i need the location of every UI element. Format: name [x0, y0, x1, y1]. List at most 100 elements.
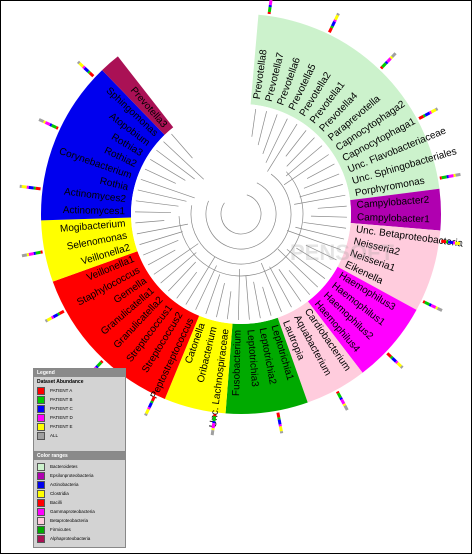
- abundance-bar: [333, 19, 337, 23]
- color-range-label: Bacilli: [50, 500, 62, 505]
- abundance-bar: [99, 359, 104, 364]
- abundance-bar: [424, 300, 431, 306]
- abundance-bar: [276, 412, 281, 418]
- color-range-label: Bacteroidetes: [50, 464, 78, 469]
- abundance-bar: [55, 126, 59, 130]
- abundance-bar: [57, 312, 61, 316]
- clade-sector-firmicutes: [225, 317, 308, 414]
- abundance-bar: [150, 400, 154, 404]
- tree-center-disk: [131, 104, 351, 324]
- abundance-bar: [389, 55, 394, 60]
- abundance-legend: Legend Dataset Abundance PATIENT A PATIEN…: [33, 368, 126, 462]
- color-range-swatch: [37, 462, 45, 471]
- abundance-bar: [210, 429, 215, 436]
- legend-label: PATIENT C: [50, 406, 73, 411]
- abundance-bar: [28, 185, 34, 190]
- clade-sector-epsilonproteobacteria: [350, 188, 441, 231]
- abundance-bar: [58, 309, 65, 315]
- abundance-bar: [428, 110, 433, 115]
- abundance-bar: [95, 365, 99, 369]
- abundance-bar: [391, 357, 398, 363]
- abundance-bar: [396, 361, 403, 368]
- legend-title: Legend: [34, 369, 125, 377]
- abundance-bar: [422, 113, 426, 118]
- abundance-bar: [435, 107, 439, 111]
- abundance-bar: [343, 404, 349, 411]
- abundance-bar: [268, 0, 273, 6]
- clade-sector-betaproteobacteria: [337, 223, 441, 310]
- leaf-label: Campylobacter2: [356, 195, 430, 211]
- abundance-bar: [96, 361, 103, 368]
- color-range-label: Firmicutes: [50, 527, 71, 532]
- color-ranges-legend: Color ranges Bacteroidetes Epsilonproteob…: [33, 451, 126, 548]
- abundance-bar: [436, 307, 443, 312]
- legend-swatch: [37, 413, 45, 422]
- legend-label: PATIENT D: [50, 415, 73, 420]
- abundance-bar: [334, 14, 339, 21]
- legend-row: PATIENT A: [34, 386, 125, 395]
- abundance-bar: [50, 315, 55, 320]
- abundance-bar: [342, 403, 347, 407]
- legend-swatch: [37, 422, 45, 431]
- color-range-swatch: [37, 471, 45, 480]
- color-range-label: Gammaproteobacteria: [50, 509, 95, 514]
- abundance-bar: [35, 186, 41, 191]
- abundance-bar: [211, 423, 216, 429]
- abundance-bar: [44, 121, 51, 126]
- abundance-bar: [330, 25, 334, 29]
- abundance-bar: [46, 316, 53, 322]
- clade-sector-alphaproteobacteria: [102, 56, 174, 135]
- color-range-label: Betaproteobacteria: [50, 518, 89, 523]
- abundance-bar: [386, 352, 392, 358]
- clade-sector-clostridia: [164, 315, 233, 414]
- abundance-bar: [49, 123, 53, 127]
- legend-label: PATIENT E: [50, 424, 73, 429]
- abundance-bar: [277, 419, 282, 425]
- leaf-label: Mogibacterium: [60, 218, 126, 234]
- abundance-bar: [150, 395, 156, 402]
- abundance-bar: [38, 118, 45, 123]
- leaf-label: Leptotrichia3: [245, 329, 261, 387]
- legend-label: PATIENT A: [50, 388, 73, 393]
- clade-sector-actinobacteria: [40, 70, 165, 221]
- color-range-row: Betaproteobacteria: [34, 516, 125, 525]
- abundance-bar: [52, 313, 59, 319]
- abundance-bar: [147, 406, 151, 410]
- color-range-swatch: [37, 489, 45, 498]
- abundance-bar: [339, 397, 343, 401]
- color-range-label: Clostridia: [50, 491, 69, 496]
- abundance-bar: [386, 57, 392, 63]
- abundance-bar: [35, 250, 41, 255]
- legend-subtitle: Dataset Abundance: [37, 379, 84, 385]
- color-range-swatch: [37, 525, 45, 534]
- color-range-row: Alphaproteobacteria: [34, 534, 125, 543]
- abundance-bar: [327, 27, 333, 33]
- abundance-bar: [147, 402, 153, 409]
- abundance-bar: [400, 365, 404, 369]
- color-range-row: Epsilonproteobacteria: [34, 471, 125, 480]
- abundance-bar: [76, 60, 81, 65]
- clade-sector-bacteroidetes: [250, 14, 440, 201]
- legend-label: ALL: [50, 433, 59, 438]
- abundance-bar: [418, 114, 425, 120]
- abundance-bar: [82, 65, 86, 70]
- abundance-bar: [44, 318, 48, 323]
- abundance-bar: [447, 240, 454, 245]
- color-range-row: Clostridia: [34, 489, 125, 498]
- abundance-bar: [21, 185, 27, 189]
- color-range-swatch: [37, 516, 45, 525]
- color-range-label: Actinobacteria: [50, 482, 79, 487]
- abundance-bar: [144, 408, 150, 415]
- clade-sector-betaproteobacteria: [277, 301, 363, 403]
- abundance-bar: [448, 174, 454, 178]
- color-range-row: Gammaproteobacteria: [34, 507, 125, 516]
- abundance-bar: [422, 300, 426, 304]
- abundance-bar: [87, 70, 91, 74]
- legend-row: PATIENT C: [34, 404, 125, 413]
- leaf-label: Fusobacterium: [231, 330, 244, 396]
- abundance-bar: [267, 6, 272, 13]
- abundance-bar: [389, 355, 394, 360]
- legend-row: PATIENT D: [34, 413, 125, 422]
